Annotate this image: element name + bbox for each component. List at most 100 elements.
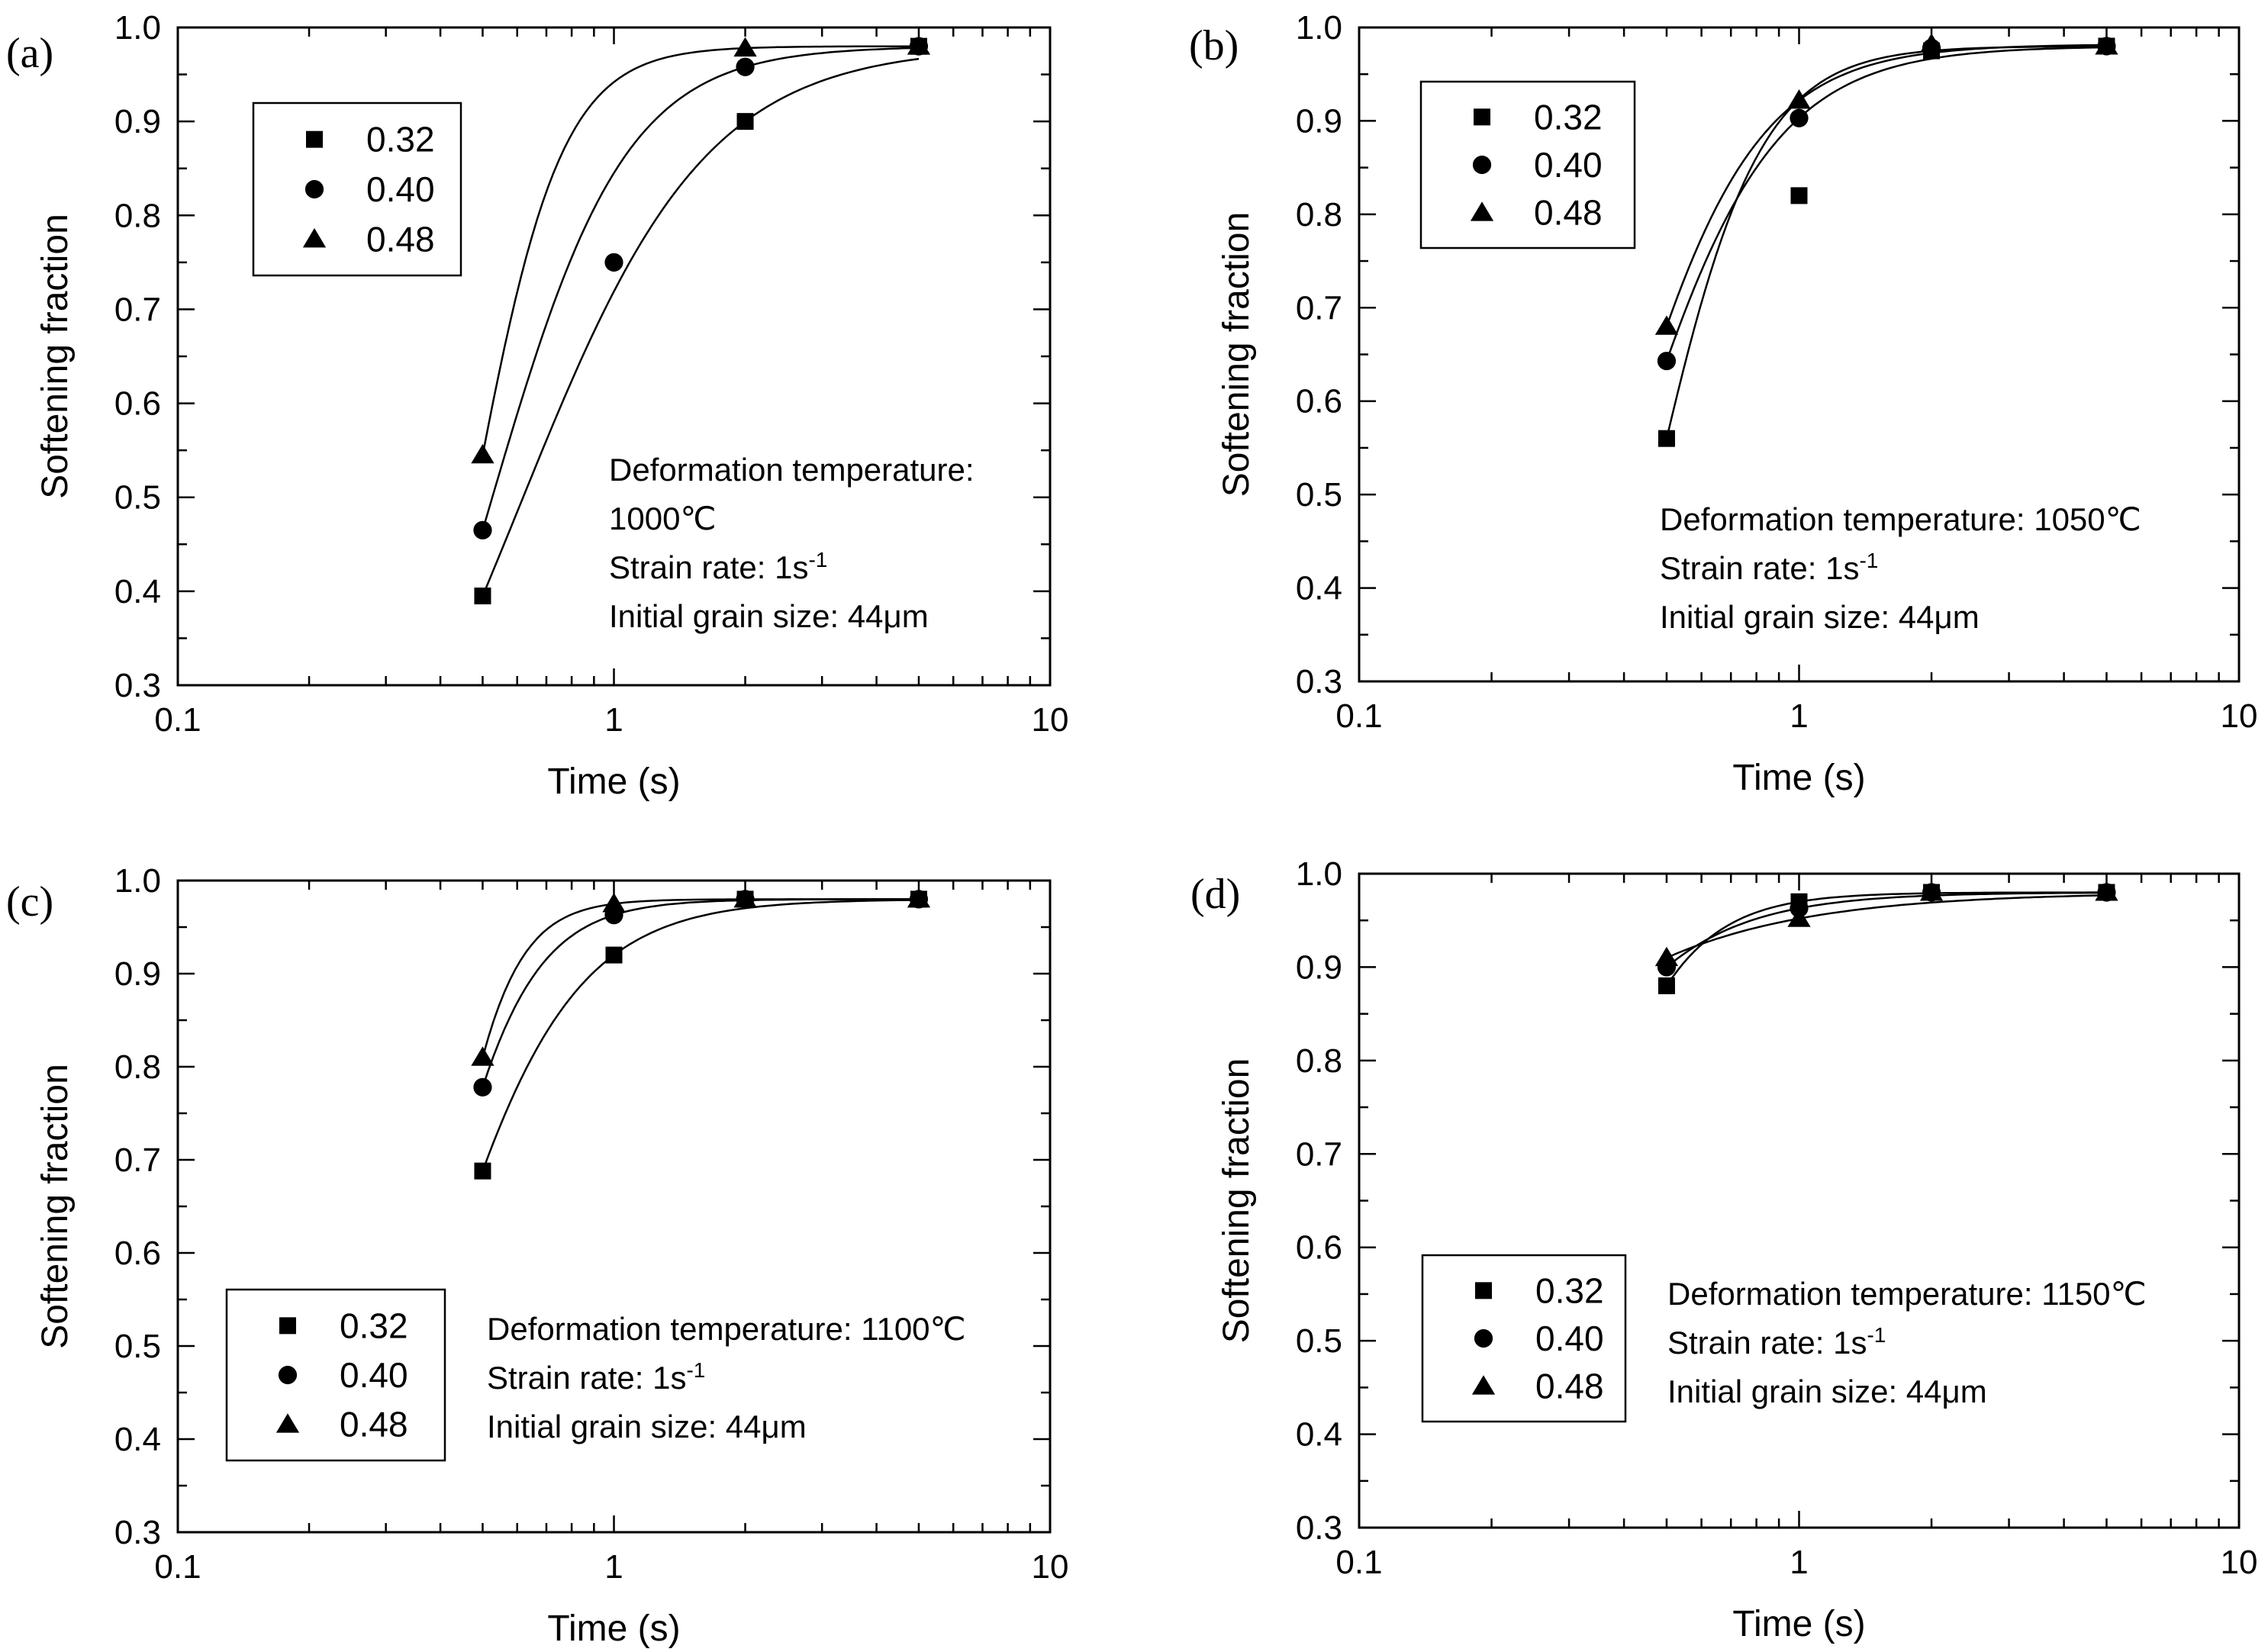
- data-point-0.32: [1658, 977, 1675, 994]
- data-point-0.48: [471, 1046, 495, 1066]
- annotation-line: Initial grain size: 44μm: [1660, 599, 1980, 635]
- y-tick-label: 0.8: [1296, 196, 1342, 233]
- y-tick-label: 0.9: [114, 955, 161, 993]
- data-point-0.48: [733, 37, 757, 57]
- fit-curve-0.48: [1665, 43, 2107, 327]
- legend: 0.32 0.40 0.48: [1421, 1254, 1627, 1423]
- legend-label: 0.32: [340, 1306, 408, 1345]
- legend-marker-0.48: [1470, 201, 1494, 221]
- y-tick-label: 0.7: [114, 1142, 161, 1179]
- y-tick-label: 0.6: [114, 1235, 161, 1272]
- fit-curve-0.32: [1665, 45, 2107, 439]
- legend-label: 0.48: [366, 219, 435, 259]
- panel-label: (a): [6, 30, 53, 77]
- y-tick-label: 0.6: [114, 385, 161, 423]
- legend-marker-0.48: [1471, 1375, 1496, 1395]
- panel-label: (c): [6, 878, 53, 926]
- fit-curve-0.40: [1666, 891, 2107, 968]
- fit-curve-0.40: [1665, 46, 2107, 362]
- y-tick-label: 0.9: [114, 103, 161, 140]
- legend-marker-0.48: [302, 227, 327, 248]
- data-point-0.32: [605, 946, 623, 964]
- y-tick-label: 1.0: [1296, 9, 1342, 47]
- y-tick-label: 0.3: [114, 1514, 161, 1551]
- legend-marker-0.32: [279, 1317, 296, 1335]
- data-point-0.48: [1919, 881, 1944, 901]
- x-axis-label: Time (s): [1732, 758, 1865, 798]
- annotation-line: Deformation temperature:: [609, 452, 975, 488]
- legend: 0.32 0.40 0.48: [1419, 80, 1636, 250]
- y-tick-label: 0.8: [1296, 1042, 1342, 1080]
- legend-marker-0.40: [1472, 155, 1492, 175]
- annotation-superscript: -1: [1859, 549, 1878, 572]
- legend-label: 0.40: [1534, 145, 1603, 185]
- legend-label: 0.32: [366, 120, 435, 159]
- panel-label: (b): [1189, 22, 1239, 69]
- data-point-0.40: [736, 57, 755, 76]
- legend-marker-0.48: [275, 1413, 300, 1433]
- x-axis-label: Time (s): [547, 1609, 680, 1649]
- legend-marker-0.32: [306, 130, 323, 148]
- panel-label: (d): [1190, 871, 1240, 918]
- legend-box: [225, 1288, 446, 1462]
- legend-marker-0.40: [304, 179, 324, 199]
- legend-box: [1421, 1254, 1627, 1423]
- data-point-0.48: [1654, 946, 1679, 967]
- legend-label: 0.48: [1535, 1367, 1604, 1406]
- y-tick-label: 0.4: [1296, 1416, 1342, 1454]
- annotation: Deformation temperature: 1050℃ Strain rat…: [1660, 501, 2141, 635]
- x-tick-label: 0.1: [1335, 697, 1382, 735]
- annotation-line: Strain rate: 1s-1: [609, 548, 827, 586]
- legend-box: [1419, 80, 1636, 250]
- x-axis-label: Time (s): [1732, 1604, 1865, 1644]
- fit-curve-0.48: [482, 898, 919, 1058]
- data-point-0.40: [1657, 351, 1677, 371]
- data-point-0.40: [604, 253, 623, 272]
- y-tick-label: 0.9: [1296, 102, 1342, 140]
- legend-label: 0.48: [340, 1405, 408, 1444]
- data-point-0.32: [1790, 187, 1808, 204]
- annotation-line: Deformation temperature: 1100℃: [487, 1311, 966, 1347]
- chart-panel-1: (a) 0.1 1 10 0.3 0.4 0.5 0.6 0.7 0.8 0.9 1.0 Time (s…: [6, 9, 1068, 802]
- y-tick-label: 0.3: [1296, 1509, 1342, 1547]
- annotation-superscript: -1: [808, 548, 827, 572]
- fit-curve-0.48: [482, 45, 919, 456]
- data-point-0.32: [474, 1162, 491, 1180]
- x-tick-label: 1: [604, 1548, 623, 1586]
- data-point-0.48: [907, 887, 931, 908]
- legend-label: 0.48: [1534, 193, 1603, 233]
- annotation: Deformation temperature: 1000℃ Strain rate…: [609, 452, 975, 634]
- fit-curve-0.32: [482, 57, 920, 597]
- y-tick-label: 0.5: [1296, 1322, 1342, 1360]
- annotation-line: Strain rate: 1s-1: [487, 1358, 705, 1396]
- y-tick-label: 0.5: [1296, 476, 1342, 514]
- x-tick-label: 0.1: [154, 701, 201, 739]
- x-tick-label: 0.1: [154, 1548, 201, 1586]
- legend-label: 0.40: [366, 169, 435, 209]
- data-point-0.48: [471, 443, 495, 464]
- legend-marker-0.40: [278, 1365, 298, 1385]
- data-point-0.32: [736, 113, 754, 130]
- y-tick-label: 0.7: [1296, 289, 1342, 327]
- x-tick-label: 0.1: [1335, 1544, 1382, 1581]
- y-tick-label: 0.3: [114, 667, 161, 704]
- legend: 0.32 0.40 0.48: [252, 101, 462, 277]
- annotation: Deformation temperature: 1150℃ Strain rat…: [1667, 1276, 2147, 1409]
- legend-label: 0.32: [1534, 97, 1603, 137]
- y-tick-label: 1.0: [114, 862, 161, 900]
- data-point-0.48: [733, 887, 757, 908]
- chart-panel-4: (d) 0.1 1 10 0.3 0.4 0.5 0.6 0.7 0.8 0.9 1.0 Time (s…: [1190, 855, 2257, 1644]
- y-tick-label: 0.4: [1296, 570, 1342, 607]
- y-tick-label: 1.0: [114, 9, 161, 47]
- y-axis-label: Softening fraction: [1216, 1058, 1257, 1344]
- annotation-line: Initial grain size: 44μm: [1667, 1373, 1987, 1409]
- legend-marker-0.40: [1474, 1328, 1493, 1348]
- data-point-0.48: [1787, 89, 1811, 109]
- data-point-0.48: [2095, 881, 2118, 901]
- annotation-superscript: -1: [1867, 1323, 1886, 1347]
- x-tick-label: 10: [2221, 1544, 2258, 1581]
- x-tick-label: 1: [604, 701, 623, 739]
- x-tick-label: 10: [1032, 1548, 1069, 1586]
- annotation-line: Initial grain size: 44μm: [487, 1409, 807, 1444]
- data-point-0.40: [473, 520, 492, 539]
